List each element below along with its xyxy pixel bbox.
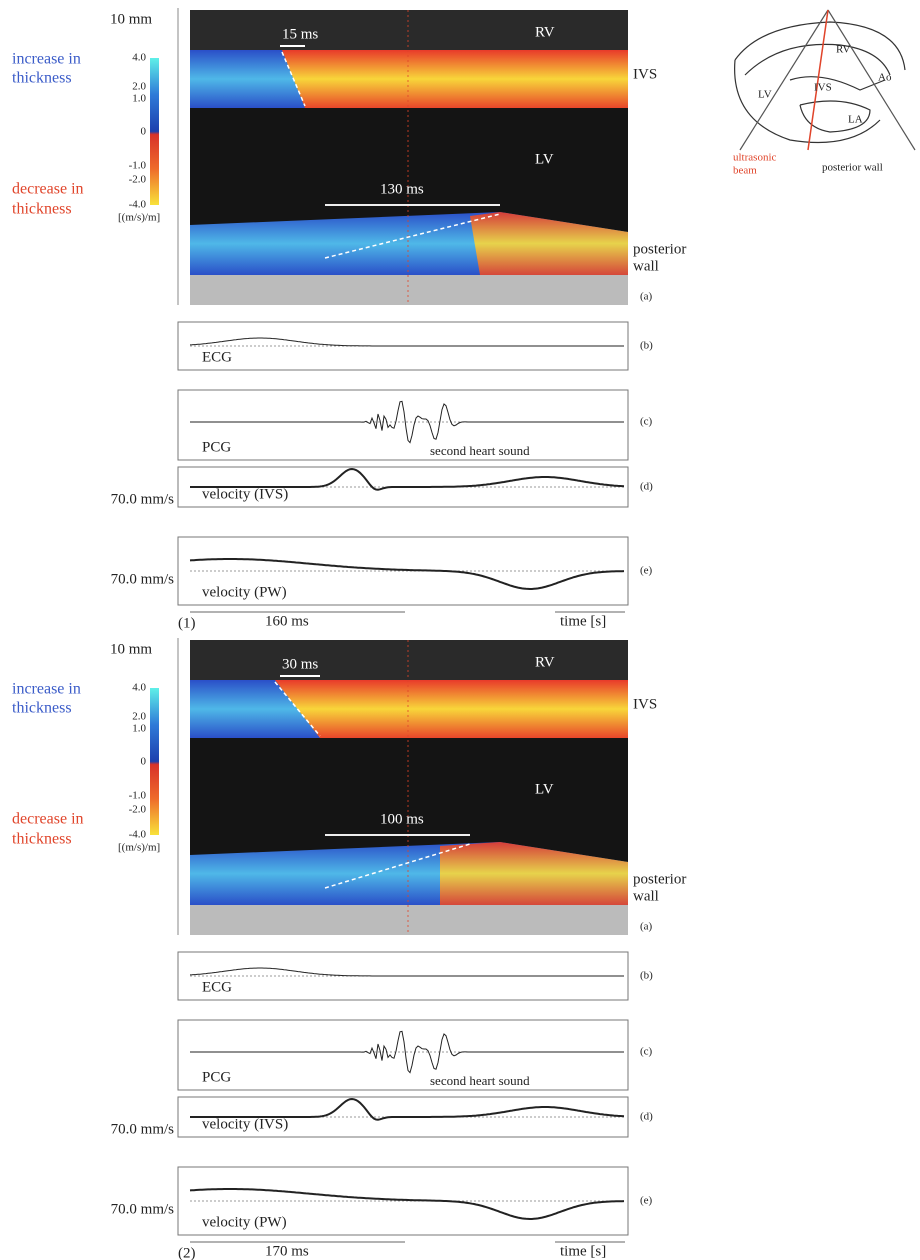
region-ivs: IVS (633, 696, 657, 712)
time-axis-label: time [s] (560, 613, 606, 629)
sound-label: second heart sound (430, 443, 530, 458)
label-la: LA (848, 114, 863, 126)
label-posterior-wall: posterior wall (822, 162, 883, 174)
trace-label: velocity (PW) (202, 584, 287, 600)
label-lv: LV (758, 89, 772, 101)
trace-box (178, 1020, 628, 1090)
beam-label: ultrasonic (733, 152, 776, 164)
trace (190, 338, 624, 346)
panel-letter: (c) (640, 416, 653, 428)
velocity-scale: 70.0 mm/s (111, 1121, 175, 1137)
ivs-delay: 15 ms (282, 26, 318, 42)
trace-label: velocity (IVS) (202, 1116, 288, 1132)
increase-label: increase in (12, 51, 81, 68)
pw-delay: 130 ms (380, 181, 424, 197)
sound-label: second heart sound (430, 1073, 530, 1088)
heart-outline (745, 44, 890, 75)
colorbar-label: 4.0 (132, 682, 146, 694)
panel-letter: (a) (640, 921, 653, 933)
bottom-echo (190, 275, 628, 305)
scale-label: 10 mm (110, 641, 152, 657)
beam-edge (740, 10, 828, 150)
rv-band (190, 640, 628, 680)
panel (150, 638, 628, 1242)
trace-label: ECG (202, 979, 232, 995)
colorbar-label: 4.0 (132, 52, 146, 64)
trace-box (178, 390, 628, 460)
trace-label: PCG (202, 1069, 231, 1085)
panel-letter: (d) (640, 1111, 653, 1123)
heart-outline (735, 60, 880, 143)
colorbar-label: 0 (141, 756, 147, 768)
colorbar-label: -1.0 (129, 160, 147, 172)
colorbar-unit: [(m/s)/m] (118, 842, 160, 854)
decrease-label: decrease in (12, 181, 84, 198)
velocity-scale: 70.0 mm/s (111, 1201, 175, 1217)
colorbar-label: 1.0 (132, 93, 146, 105)
panel-letter: (e) (640, 565, 653, 577)
increase-label: thickness (12, 70, 72, 87)
panel (150, 8, 628, 612)
region-pw: wall (633, 258, 659, 274)
label-ao: Ao (878, 72, 892, 84)
region-rv: RV (535, 24, 555, 40)
time-axis-label: time [s] (560, 1243, 606, 1259)
rv-band (190, 10, 628, 50)
colorbar-label: 0 (141, 126, 147, 138)
figure: RV Ao LV IVS LA ultrasonicbeam posterior wall 4… (0, 0, 920, 1260)
panel-letter: (b) (640, 340, 653, 352)
colorbar-label: 2.0 (132, 81, 146, 93)
colorbar-label: -2.0 (129, 174, 147, 186)
scale-label: 10 mm (110, 11, 152, 27)
colorbar-unit: [(m/s)/m] (118, 212, 160, 224)
bottom-echo (190, 905, 628, 935)
decrease-label: decrease in (12, 811, 84, 828)
colorbar-label: 1.0 (132, 723, 146, 735)
colorbar-label: -4.0 (129, 199, 147, 211)
increase-label: thickness (12, 700, 72, 717)
region-pw: wall (633, 888, 659, 904)
pw-delay: 100 ms (380, 811, 424, 827)
trace-label: ECG (202, 349, 232, 365)
trace-label: velocity (PW) (202, 1214, 287, 1230)
region-lv: LV (535, 151, 554, 167)
time-scale: 170 ms (265, 1243, 309, 1259)
time-scale: 160 ms (265, 613, 309, 629)
colorbar-label: -2.0 (129, 804, 147, 816)
ivs-band-hot (275, 680, 628, 738)
velocity-scale: 70.0 mm/s (111, 571, 175, 587)
region-rv: RV (535, 654, 555, 670)
velocity-scale: 70.0 mm/s (111, 491, 175, 507)
panel-letter: (b) (640, 970, 653, 982)
colorbar (150, 688, 159, 835)
beam-edge (828, 10, 915, 150)
trace-label: PCG (202, 439, 231, 455)
ivs-delay: 30 ms (282, 656, 318, 672)
colorbar-label: -4.0 (129, 829, 147, 841)
panel-number: (1) (178, 615, 196, 631)
trace-label: velocity (IVS) (202, 486, 288, 502)
ivs-band-hot (282, 50, 628, 108)
decrease-label: thickness (12, 831, 72, 848)
panel-number: (2) (178, 1245, 196, 1260)
region-lv: LV (535, 781, 554, 797)
panel-letter: (d) (640, 481, 653, 493)
region-pw: posterior (633, 871, 686, 887)
decrease-label: thickness (12, 201, 72, 218)
increase-label: increase in (12, 681, 81, 698)
label-rv: RV (836, 44, 850, 56)
colorbar-label: 2.0 (132, 711, 146, 723)
colorbar-label: -1.0 (129, 790, 147, 802)
panel-letter: (a) (640, 291, 653, 303)
region-pw: posterior (633, 241, 686, 257)
beam-label: beam (733, 165, 757, 177)
trace (190, 968, 624, 976)
label-ivs: IVS (814, 82, 832, 94)
colorbar (150, 58, 159, 205)
region-ivs: IVS (633, 66, 657, 82)
panel-letter: (c) (640, 1046, 653, 1058)
panel-letter: (e) (640, 1195, 653, 1207)
